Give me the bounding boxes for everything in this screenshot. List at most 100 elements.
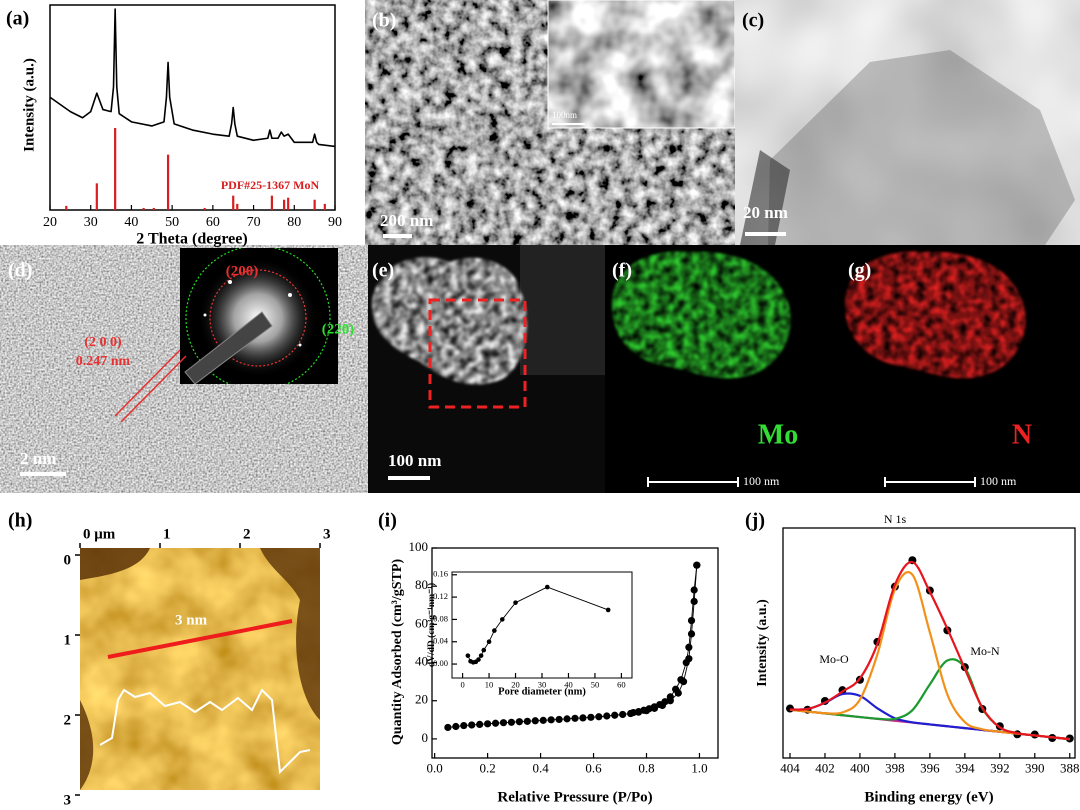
data-point: [687, 616, 696, 625]
y-tick-label: 0: [64, 552, 72, 568]
nanosheet: [768, 50, 1075, 245]
background-region: [520, 245, 605, 375]
plot-frame: [451, 571, 633, 679]
x-tick-label: 402: [815, 761, 835, 776]
y-tick-label: 1: [64, 632, 72, 648]
lattice-line: [114, 349, 181, 417]
y-tick-label: 0.00: [433, 658, 448, 668]
y-axis-label: Intensity (a.u.): [755, 599, 770, 687]
data-point: [491, 719, 500, 727]
y-tick-label: 0.04: [433, 636, 449, 646]
x-tick-label: 398: [885, 761, 905, 776]
panel-label: (g): [848, 260, 871, 282]
x-tick-label: 390: [1025, 761, 1045, 776]
substrate-region: [260, 548, 320, 720]
y-tick-label: 20: [415, 692, 428, 707]
x-tick-label: 388: [1060, 761, 1080, 776]
data-point: [579, 714, 587, 722]
data-point: [465, 653, 471, 658]
scale-label: 200 nm: [380, 211, 433, 230]
annotation: 3 nm: [175, 612, 208, 628]
beam-stopper: [184, 311, 273, 384]
tem-image: [735, 0, 1080, 245]
x-tick-label: 60: [206, 215, 220, 230]
data-point: [484, 720, 492, 728]
ring-220: [185, 248, 331, 384]
y-tick-label: 0.08: [433, 613, 448, 623]
y-axis-label: dV/dD (cm³g⁻¹nm⁻¹): [426, 583, 437, 667]
data-point: [531, 717, 539, 725]
saed-pattern: [184, 248, 331, 384]
x-tick-label: 50: [591, 680, 600, 690]
data-point: [499, 617, 505, 622]
x-tick-label: 2: [243, 526, 251, 542]
panel-label: (h): [8, 510, 32, 532]
data-point: [444, 723, 452, 732]
data-point: [685, 643, 693, 651]
data-point: [486, 639, 492, 645]
x-tick-label: 20: [511, 680, 520, 690]
y-tick-label: 0.16: [433, 569, 448, 579]
panel-label: (i): [378, 510, 397, 532]
data-point: [690, 586, 698, 594]
x-tick-label: 1: [163, 526, 171, 542]
panel-label: (d): [8, 260, 32, 282]
x-axis-label: Relative Pressure (P/Po): [497, 789, 652, 805]
element-label: N: [1012, 419, 1032, 450]
data-line: [789, 692, 1070, 741]
x-tick-label: 1.0: [691, 761, 707, 776]
x-tick-label: 10: [485, 680, 494, 690]
x-tick-label: 60: [617, 680, 626, 690]
data-point: [690, 597, 698, 606]
data-line: [633, 565, 698, 714]
x-tick-label: 392: [990, 761, 1010, 776]
data-point: [571, 714, 579, 722]
plane-label: (2 0 0): [84, 335, 122, 350]
y-tick-label: 80: [415, 577, 428, 592]
x-tick-label: 404: [780, 761, 800, 776]
annotation: Mo-N: [970, 644, 1000, 658]
afm-image: [80, 548, 320, 790]
height-profile: [99, 688, 311, 775]
x-tick-label: 40: [564, 680, 573, 690]
data-point: [611, 711, 619, 719]
plot-frame: [431, 547, 719, 759]
data-point: [460, 721, 468, 730]
scale-label: 2 nm: [20, 449, 56, 468]
scale-label: 100 nm: [743, 474, 780, 488]
data-line: [789, 560, 1070, 741]
x-tick-label: 30: [538, 680, 547, 690]
ring-200: [209, 269, 307, 367]
annotation: N 1s: [884, 512, 907, 526]
sheet-edge: [740, 150, 790, 245]
data-point: [595, 713, 603, 721]
x-tick-label: 50: [165, 215, 179, 230]
inset-scale-label: 100nm: [552, 110, 577, 120]
data-point: [492, 628, 497, 633]
panel-label: (c): [742, 10, 764, 32]
data-point: [661, 698, 669, 706]
saed-label: (200): [226, 263, 259, 279]
substrate-region: [80, 548, 150, 580]
y-tick-label: 3: [64, 792, 72, 808]
x-tick-label: 70: [247, 215, 261, 230]
data-point: [682, 658, 690, 667]
data-point: [603, 712, 611, 720]
data-point: [547, 716, 555, 724]
x-tick-label: 0.4: [532, 761, 549, 776]
x-tick-label: 90: [328, 215, 342, 230]
x-tick-label: 394: [955, 761, 975, 776]
panel-label: (e): [372, 260, 394, 282]
spacing-label: 0.247 nm: [76, 354, 131, 369]
x-tick-label: 20: [43, 215, 57, 230]
x-tick-label: 80: [287, 215, 301, 230]
n-signal: [844, 251, 1026, 379]
data-point: [693, 561, 701, 569]
data-point: [619, 710, 627, 719]
lattice-line: [120, 355, 187, 423]
data-point: [452, 722, 460, 731]
data-point: [476, 657, 481, 662]
x-tick-label: 0 μm: [83, 526, 116, 542]
data-point: [499, 719, 508, 727]
